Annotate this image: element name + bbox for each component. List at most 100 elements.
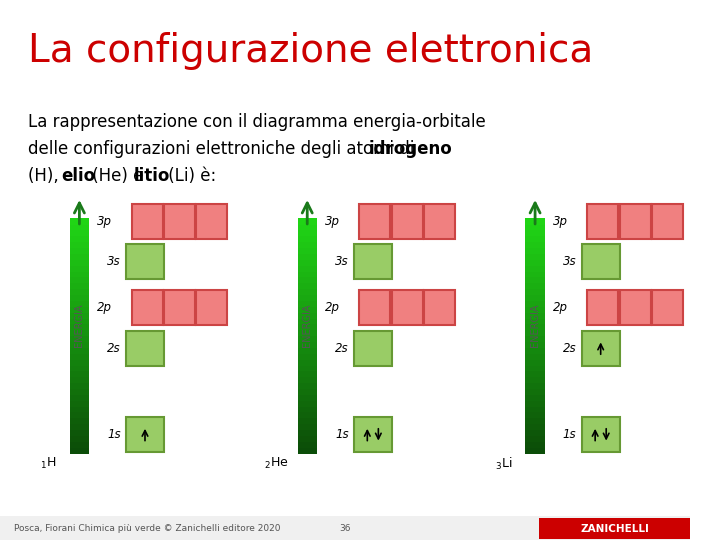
Bar bbox=[526, 330, 545, 336]
FancyBboxPatch shape bbox=[132, 291, 163, 325]
Text: $_2$He: $_2$He bbox=[264, 456, 289, 471]
Bar bbox=[297, 441, 317, 448]
Bar bbox=[526, 259, 545, 266]
Bar bbox=[70, 371, 89, 377]
Bar bbox=[70, 242, 89, 248]
Text: ENERGIA: ENERGIA bbox=[302, 303, 312, 347]
Text: 2p: 2p bbox=[552, 301, 567, 314]
Bar bbox=[526, 283, 545, 289]
Bar bbox=[297, 418, 317, 424]
Bar bbox=[297, 242, 317, 248]
Bar bbox=[526, 347, 545, 354]
FancyBboxPatch shape bbox=[424, 291, 455, 325]
Bar bbox=[297, 341, 317, 348]
Bar bbox=[526, 441, 545, 448]
Bar bbox=[526, 353, 545, 360]
FancyBboxPatch shape bbox=[588, 204, 618, 239]
Bar bbox=[70, 435, 89, 442]
Bar bbox=[70, 359, 89, 366]
Bar bbox=[70, 253, 89, 260]
FancyBboxPatch shape bbox=[164, 291, 195, 325]
Bar bbox=[526, 382, 545, 389]
Text: ENERGIA: ENERGIA bbox=[530, 303, 540, 347]
Bar bbox=[70, 341, 89, 348]
Text: (He) e: (He) e bbox=[87, 167, 148, 185]
FancyBboxPatch shape bbox=[588, 291, 618, 325]
Bar bbox=[526, 247, 545, 254]
Bar bbox=[297, 312, 317, 319]
FancyBboxPatch shape bbox=[392, 204, 423, 239]
Bar bbox=[70, 347, 89, 354]
Bar bbox=[297, 265, 317, 272]
Text: elio: elio bbox=[60, 167, 95, 185]
Bar bbox=[297, 388, 317, 395]
Bar bbox=[526, 242, 545, 248]
FancyBboxPatch shape bbox=[620, 204, 651, 239]
Text: 3p: 3p bbox=[325, 215, 340, 228]
Text: 2s: 2s bbox=[335, 342, 348, 355]
Bar bbox=[297, 330, 317, 336]
Bar bbox=[297, 318, 317, 325]
Text: 3s: 3s bbox=[335, 255, 348, 268]
Bar bbox=[70, 236, 89, 242]
Bar bbox=[526, 430, 545, 436]
FancyBboxPatch shape bbox=[197, 204, 228, 239]
Bar bbox=[70, 312, 89, 319]
FancyBboxPatch shape bbox=[126, 330, 164, 366]
Bar bbox=[70, 353, 89, 360]
Text: 36: 36 bbox=[339, 524, 351, 532]
Bar bbox=[526, 271, 545, 278]
FancyBboxPatch shape bbox=[582, 330, 620, 366]
Bar bbox=[526, 318, 545, 325]
FancyBboxPatch shape bbox=[582, 244, 620, 280]
Text: $_3$Li: $_3$Li bbox=[495, 456, 513, 472]
Text: 2p: 2p bbox=[97, 301, 112, 314]
Bar bbox=[297, 247, 317, 254]
Bar bbox=[70, 288, 89, 295]
Text: ZANICHELLI: ZANICHELLI bbox=[580, 524, 649, 534]
Text: 3p: 3p bbox=[552, 215, 567, 228]
FancyBboxPatch shape bbox=[392, 291, 423, 325]
Bar bbox=[526, 288, 545, 295]
Bar bbox=[297, 283, 317, 289]
Bar bbox=[297, 371, 317, 377]
Bar bbox=[526, 412, 545, 418]
Text: 2s: 2s bbox=[563, 342, 577, 355]
Bar bbox=[70, 294, 89, 301]
Bar bbox=[70, 365, 89, 372]
Bar bbox=[526, 312, 545, 319]
Bar bbox=[526, 236, 545, 242]
Bar bbox=[70, 441, 89, 448]
Bar bbox=[297, 353, 317, 360]
Bar bbox=[526, 359, 545, 366]
Bar bbox=[70, 377, 89, 383]
Bar bbox=[526, 306, 545, 313]
Bar bbox=[526, 335, 545, 342]
Bar bbox=[297, 236, 317, 242]
Bar bbox=[70, 259, 89, 266]
Bar bbox=[526, 406, 545, 413]
Text: 3s: 3s bbox=[563, 255, 577, 268]
Bar bbox=[70, 418, 89, 424]
Bar bbox=[526, 253, 545, 260]
Text: idrogeno: idrogeno bbox=[369, 140, 452, 158]
Bar bbox=[297, 277, 317, 284]
Bar bbox=[297, 382, 317, 389]
Bar bbox=[70, 300, 89, 307]
Bar bbox=[70, 247, 89, 254]
FancyBboxPatch shape bbox=[652, 291, 683, 325]
Bar bbox=[297, 218, 317, 225]
Bar bbox=[526, 300, 545, 307]
Bar bbox=[526, 435, 545, 442]
Bar bbox=[297, 224, 317, 231]
Bar bbox=[70, 424, 89, 430]
Bar bbox=[526, 230, 545, 237]
Bar bbox=[526, 424, 545, 430]
Bar bbox=[526, 371, 545, 377]
FancyBboxPatch shape bbox=[126, 417, 164, 453]
Bar bbox=[526, 377, 545, 383]
Bar bbox=[70, 230, 89, 237]
Bar bbox=[70, 430, 89, 436]
Bar bbox=[297, 412, 317, 418]
Bar bbox=[297, 294, 317, 301]
